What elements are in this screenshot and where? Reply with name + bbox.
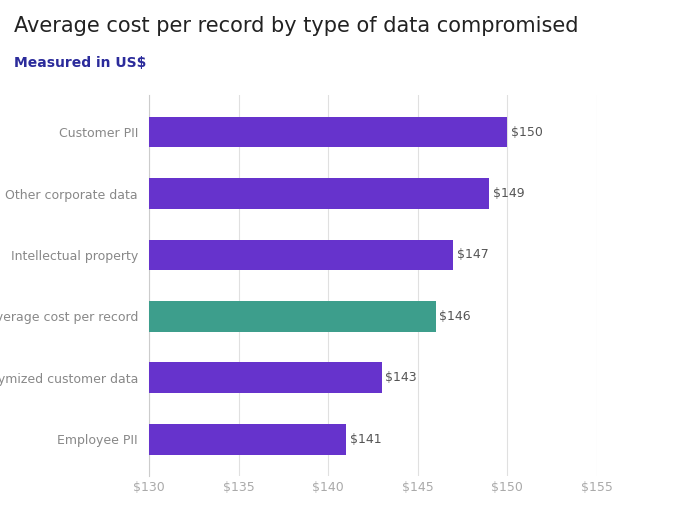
Bar <box>149 178 490 209</box>
Bar <box>149 362 382 393</box>
Text: Average cost per record by type of data compromised: Average cost per record by type of data … <box>14 16 578 36</box>
Text: $141: $141 <box>350 433 381 446</box>
Bar <box>149 301 435 332</box>
Text: $143: $143 <box>385 371 417 384</box>
Text: $150: $150 <box>511 125 542 139</box>
Bar <box>149 424 346 454</box>
Bar <box>149 240 454 270</box>
Bar <box>149 117 507 148</box>
Text: Measured in US$: Measured in US$ <box>14 56 146 69</box>
Text: $146: $146 <box>439 310 471 323</box>
Text: $149: $149 <box>493 187 525 200</box>
Text: $147: $147 <box>457 249 489 261</box>
